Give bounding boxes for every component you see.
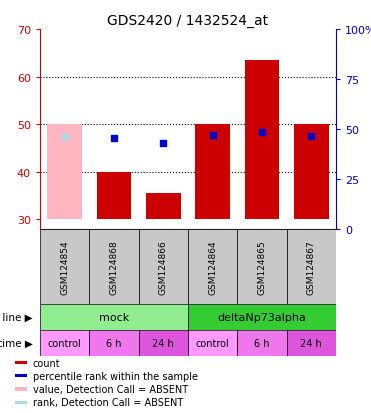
Bar <box>188 230 237 304</box>
Bar <box>237 330 287 356</box>
Text: 6 h: 6 h <box>106 338 122 348</box>
Text: 24 h: 24 h <box>152 338 174 348</box>
Bar <box>14 361 27 364</box>
Text: GSM124868: GSM124868 <box>109 240 118 294</box>
Bar <box>237 230 287 304</box>
Text: percentile rank within the sample: percentile rank within the sample <box>33 371 198 381</box>
Bar <box>14 374 27 377</box>
Title: GDS2420 / 1432524_at: GDS2420 / 1432524_at <box>108 14 269 28</box>
Text: deltaNp73alpha: deltaNp73alpha <box>217 312 306 322</box>
Text: control: control <box>196 338 230 348</box>
Bar <box>139 330 188 356</box>
Bar <box>47 125 82 220</box>
Bar <box>287 330 336 356</box>
Text: cell line ▶: cell line ▶ <box>0 312 33 322</box>
Text: control: control <box>48 338 82 348</box>
Bar <box>188 304 336 330</box>
Bar <box>188 330 237 356</box>
Text: count: count <box>33 358 60 368</box>
Bar <box>139 230 188 304</box>
Text: GSM124865: GSM124865 <box>257 240 266 294</box>
Bar <box>97 173 131 220</box>
Bar <box>287 230 336 304</box>
Text: value, Detection Call = ABSENT: value, Detection Call = ABSENT <box>33 384 188 394</box>
Bar <box>40 330 89 356</box>
Text: rank, Detection Call = ABSENT: rank, Detection Call = ABSENT <box>33 397 183 407</box>
Bar <box>40 304 188 330</box>
Text: 24 h: 24 h <box>301 338 322 348</box>
Bar <box>89 230 139 304</box>
Text: time ▶: time ▶ <box>0 338 33 348</box>
Text: GSM124864: GSM124864 <box>208 240 217 294</box>
Text: 6 h: 6 h <box>254 338 270 348</box>
Bar <box>14 401 27 404</box>
Text: GSM124854: GSM124854 <box>60 240 69 294</box>
Bar <box>245 61 279 220</box>
Bar <box>146 194 181 220</box>
Bar <box>196 125 230 220</box>
Bar <box>89 330 139 356</box>
Bar <box>40 230 89 304</box>
Bar <box>294 125 329 220</box>
Text: GSM124867: GSM124867 <box>307 240 316 294</box>
Text: GSM124866: GSM124866 <box>159 240 168 294</box>
Bar <box>14 387 27 391</box>
Text: mock: mock <box>99 312 129 322</box>
